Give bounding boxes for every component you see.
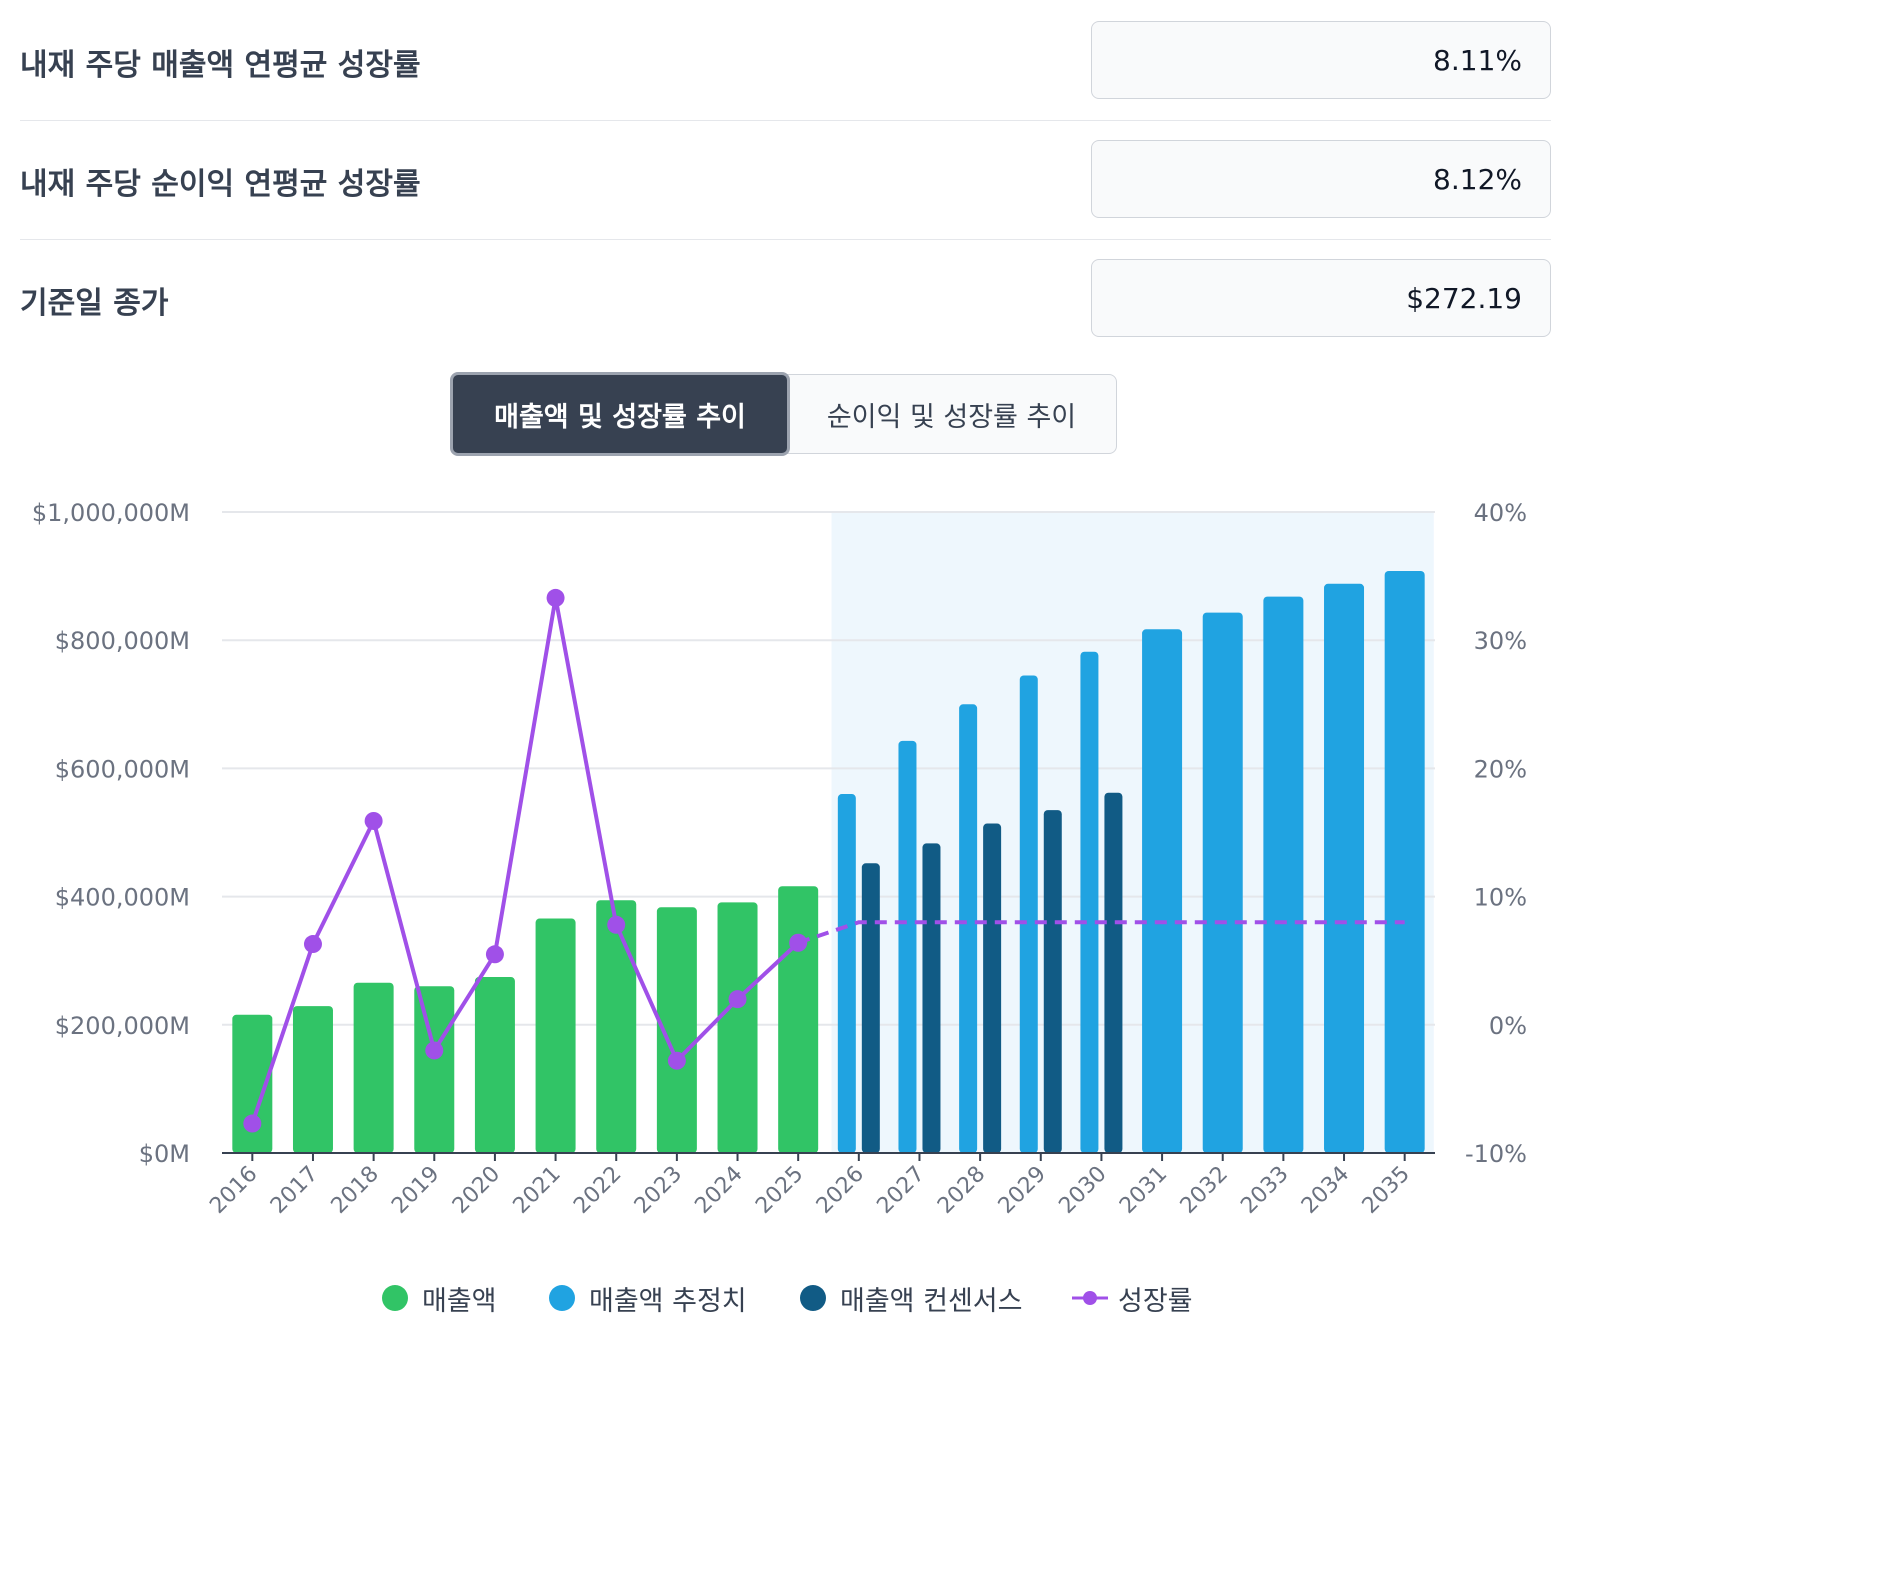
y-left-tick-label: $1,000,000M (32, 499, 190, 527)
x-tick-label: 2031 (1115, 1162, 1172, 1219)
divider (20, 120, 1551, 121)
tab-net-income-growth[interactable]: 순이익 및 성장률 추이 (786, 374, 1117, 454)
legend-swatch-consensus (800, 1285, 826, 1311)
metric-value-field[interactable]: 8.12% (1091, 140, 1551, 218)
x-tick-label: 2030 (1054, 1162, 1111, 1219)
revenue-bar (717, 902, 758, 1153)
estimate-bar (959, 704, 978, 1153)
x-tick-label: 2018 (327, 1162, 384, 1219)
metric-label: 내재 주당 매출액 연평균 성장률 (20, 48, 421, 83)
revenue-growth-chart: $0M $200,000M $400,000M $600,000M $800,000M $… (32, 499, 1527, 1219)
x-tick-label: 2019 (387, 1162, 444, 1219)
consensus-bar (861, 863, 880, 1153)
consensus-bar (1104, 792, 1123, 1153)
growth-line (250, 597, 800, 1125)
metric-value-field[interactable]: 8.11% (1091, 21, 1551, 99)
x-tick-label: 2022 (569, 1162, 626, 1219)
y-left-tick-label: $800,000M (55, 627, 190, 655)
estimate-bar (1384, 570, 1425, 1153)
estimate-bar (898, 740, 917, 1153)
legend-item-growth[interactable]: 성장률 (1072, 1278, 1193, 1318)
consensus-bar (983, 823, 1002, 1153)
estimate-bar (1263, 596, 1304, 1153)
x-tick-label: 2025 (751, 1162, 808, 1219)
estimate-bar (1324, 583, 1365, 1153)
x-tick-label: 2032 (1176, 1162, 1233, 1219)
metric-label: 내재 주당 순이익 연평균 성장률 (20, 167, 421, 202)
revenue-bar (353, 982, 394, 1153)
x-tick-label: 2016 (205, 1162, 262, 1219)
metric-row-close-price: 기준일 종가 $272.19 (20, 258, 1551, 358)
x-tick-label: 2021 (509, 1162, 566, 1219)
y-right-tick-label: 0% (1489, 1012, 1527, 1040)
growth-point (789, 933, 808, 952)
x-tick-label: 2026 (812, 1162, 869, 1219)
y-right-tick-label: 30% (1474, 627, 1527, 655)
chart-legend: 매출액 매출액 추정치 매출액 컨센서스 성장률 (0, 1278, 1568, 1318)
revenue-bar (474, 977, 515, 1153)
y-left-tick-label: $600,000M (55, 755, 190, 783)
growth-point (546, 588, 565, 607)
metric-value-field[interactable]: $272.19 (1091, 259, 1551, 337)
x-tick-label: 2020 (448, 1162, 505, 1219)
y-left-tick-label: $200,000M (55, 1012, 190, 1040)
growth-point (728, 990, 747, 1009)
estimate-bar (1080, 651, 1099, 1153)
estimate-bar (837, 794, 856, 1153)
revenue-bar (414, 986, 455, 1153)
y-right-tick-label: -10% (1465, 1140, 1527, 1168)
chart-tabs: 매출액 및 성장률 추이 순이익 및 성장률 추이 (450, 372, 1117, 456)
legend-label: 매출액 (422, 1285, 497, 1317)
growth-line-projected (797, 920, 1405, 945)
tab-revenue-growth[interactable]: 매출액 및 성장률 추이 (450, 372, 790, 456)
y-left-tick-label: $0M (139, 1140, 190, 1168)
revenue-bar (778, 886, 819, 1153)
divider (20, 239, 1551, 240)
x-tick-label: 2024 (690, 1162, 747, 1219)
x-tick-label: 2029 (994, 1162, 1051, 1219)
consensus-bar (1043, 810, 1062, 1153)
legend-swatch-growth (1072, 1291, 1108, 1305)
growth-point (303, 935, 322, 954)
revenue-bar (596, 900, 637, 1153)
revenue-bar (535, 918, 576, 1153)
metric-label: 기준일 종가 (20, 286, 169, 321)
legend-label: 매출액 추정치 (589, 1285, 747, 1317)
growth-point (243, 1114, 262, 1133)
legend-item-revenue[interactable]: 매출액 (382, 1278, 497, 1318)
growth-point (667, 1051, 686, 1070)
legend-swatch-revenue (382, 1285, 408, 1311)
estimate-bar (1019, 675, 1038, 1153)
x-tick-label: 2033 (1236, 1162, 1293, 1219)
revenue-bar (232, 1014, 273, 1153)
x-tick-label: 2035 (1358, 1162, 1415, 1219)
y-left-tick-label: $400,000M (55, 884, 190, 912)
growth-point (485, 945, 504, 964)
growth-point (607, 915, 626, 934)
revenue-bar (292, 1006, 333, 1153)
x-tick-label: 2028 (933, 1162, 990, 1219)
x-tick-label: 2017 (266, 1162, 323, 1219)
metric-row-eps-cagr: 내재 주당 순이익 연평균 성장률 8.12% (20, 139, 1551, 239)
x-tick-label: 2023 (630, 1162, 687, 1219)
legend-label: 매출액 컨센서스 (840, 1285, 1023, 1317)
y-right-tick-label: 40% (1474, 499, 1527, 527)
x-tick-label: 2027 (872, 1162, 929, 1219)
growth-point (425, 1041, 444, 1060)
legend-item-estimate[interactable]: 매출액 추정치 (549, 1278, 747, 1318)
consensus-bar (922, 843, 941, 1153)
legend-item-consensus[interactable]: 매출액 컨센서스 (800, 1278, 1022, 1318)
legend-swatch-estimate (549, 1285, 575, 1311)
revenue-bar (656, 907, 697, 1153)
y-right-tick-label: 20% (1474, 755, 1527, 783)
y-right-tick-label: 10% (1474, 884, 1527, 912)
growth-point (364, 811, 383, 830)
estimate-bar (1142, 629, 1183, 1153)
x-tick-label: 2034 (1297, 1162, 1354, 1219)
legend-label: 성장률 (1118, 1285, 1193, 1317)
metric-row-revenue-cagr: 내재 주당 매출액 연평균 성장률 8.11% (20, 20, 1551, 120)
estimate-bar (1202, 612, 1243, 1153)
